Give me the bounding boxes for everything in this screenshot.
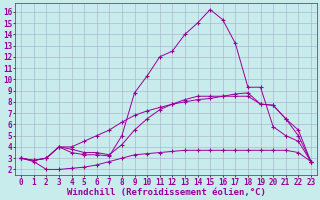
X-axis label: Windchill (Refroidissement éolien,°C): Windchill (Refroidissement éolien,°C) [67, 188, 266, 197]
